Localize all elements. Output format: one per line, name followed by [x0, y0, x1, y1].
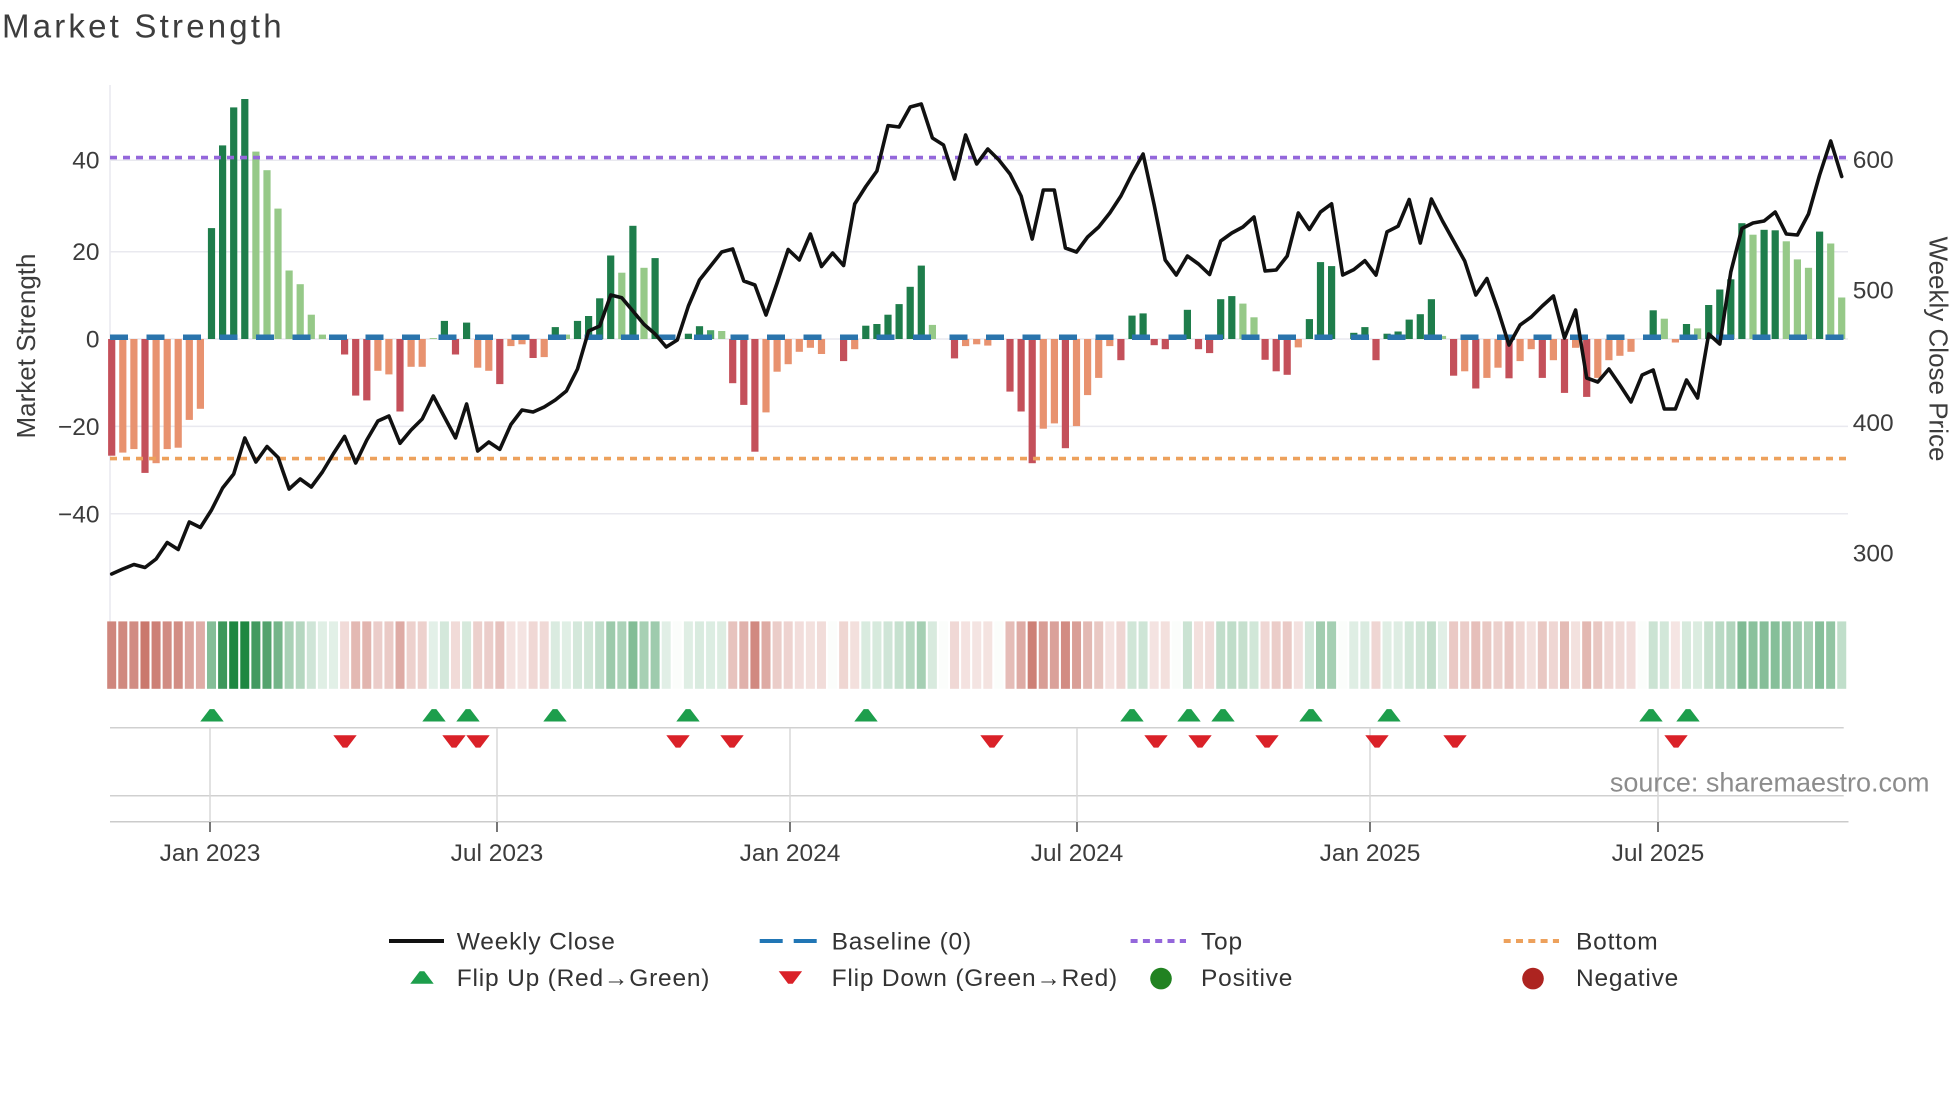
- svg-text:Top: Top: [1201, 929, 1243, 956]
- svg-text:Jan 2025: Jan 2025: [1320, 840, 1421, 867]
- svg-text:−20: −20: [58, 414, 100, 441]
- svg-text:Bottom: Bottom: [1576, 929, 1658, 956]
- svg-text:40: 40: [72, 148, 99, 175]
- svg-text:Jan 2024: Jan 2024: [740, 840, 841, 867]
- svg-text:Baseline (0): Baseline (0): [832, 929, 972, 956]
- svg-text:0: 0: [86, 327, 100, 354]
- svg-text:Flip Up (Red→Green): Flip Up (Red→Green): [457, 965, 710, 992]
- svg-text:Jul 2025: Jul 2025: [1612, 840, 1705, 867]
- svg-text:Flip Down (Green→Red): Flip Down (Green→Red): [832, 965, 1118, 992]
- svg-text:Weekly Close: Weekly Close: [457, 929, 616, 956]
- svg-text:Jan 2023: Jan 2023: [160, 840, 261, 867]
- svg-text:600: 600: [1853, 147, 1894, 174]
- svg-text:300: 300: [1853, 541, 1894, 568]
- svg-text:Negative: Negative: [1576, 965, 1679, 992]
- svg-text:Market Strength: Market Strength: [2, 8, 285, 45]
- svg-text:Jul 2023: Jul 2023: [451, 840, 544, 867]
- svg-text:400: 400: [1853, 410, 1894, 437]
- svg-text:Weekly Close Price: Weekly Close Price: [1924, 237, 1954, 462]
- svg-text:500: 500: [1853, 278, 1894, 305]
- svg-text:Jul 2024: Jul 2024: [1031, 840, 1124, 867]
- svg-text:−40: −40: [58, 501, 100, 528]
- svg-text:source: sharemaestro.com: source: sharemaestro.com: [1610, 768, 1930, 798]
- svg-text:20: 20: [72, 239, 99, 266]
- svg-text:Positive: Positive: [1201, 965, 1293, 992]
- svg-text:Market Strength: Market Strength: [11, 254, 41, 439]
